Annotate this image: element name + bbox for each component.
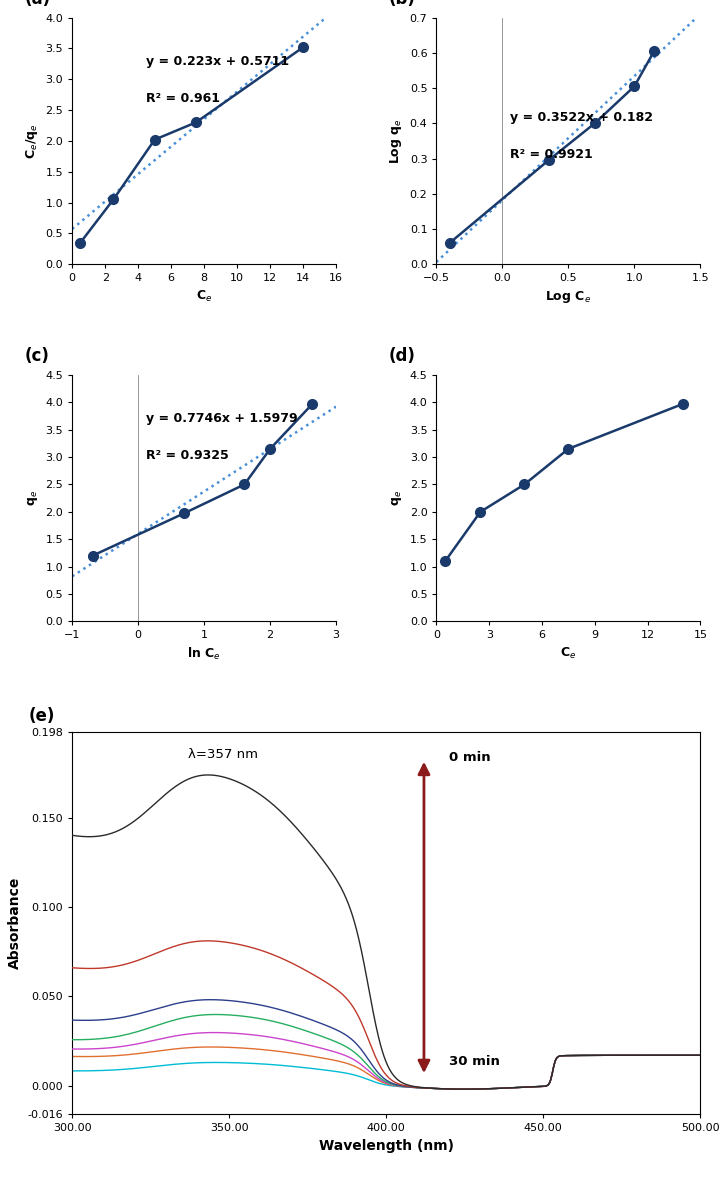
X-axis label: Log C$_e$: Log C$_e$ <box>545 289 591 304</box>
Text: λ=357 nm: λ=357 nm <box>188 747 258 760</box>
Y-axis label: C$_e$/q$_e$: C$_e$/q$_e$ <box>24 123 40 159</box>
Text: y = 0.223x + 0.5711: y = 0.223x + 0.5711 <box>146 54 290 67</box>
Text: 0 min: 0 min <box>449 751 491 764</box>
Y-axis label: q$_e$: q$_e$ <box>26 490 40 506</box>
Text: R² = 0.9325: R² = 0.9325 <box>146 449 229 462</box>
X-axis label: C$_e$: C$_e$ <box>560 646 577 661</box>
Text: (c): (c) <box>25 347 50 365</box>
Y-axis label: q$_e$: q$_e$ <box>390 490 404 506</box>
Text: 30 min: 30 min <box>449 1055 500 1068</box>
Text: (a): (a) <box>25 0 51 8</box>
Text: (d): (d) <box>389 347 416 365</box>
Text: (b): (b) <box>389 0 416 8</box>
Y-axis label: Absorbance: Absorbance <box>8 877 22 969</box>
Text: R² = 0.961: R² = 0.961 <box>146 92 220 105</box>
Y-axis label: Log q$_e$: Log q$_e$ <box>388 118 404 164</box>
Text: y = 0.7746x + 1.5979: y = 0.7746x + 1.5979 <box>146 411 297 424</box>
X-axis label: Wavelength (nm): Wavelength (nm) <box>319 1139 453 1153</box>
X-axis label: C$_e$: C$_e$ <box>196 289 212 304</box>
Text: (e): (e) <box>28 706 55 725</box>
Text: R² = 0.9921: R² = 0.9921 <box>510 149 593 162</box>
X-axis label: ln C$_e$: ln C$_e$ <box>187 646 221 663</box>
Text: y = 0.3522x + 0.182: y = 0.3522x + 0.182 <box>510 111 653 124</box>
